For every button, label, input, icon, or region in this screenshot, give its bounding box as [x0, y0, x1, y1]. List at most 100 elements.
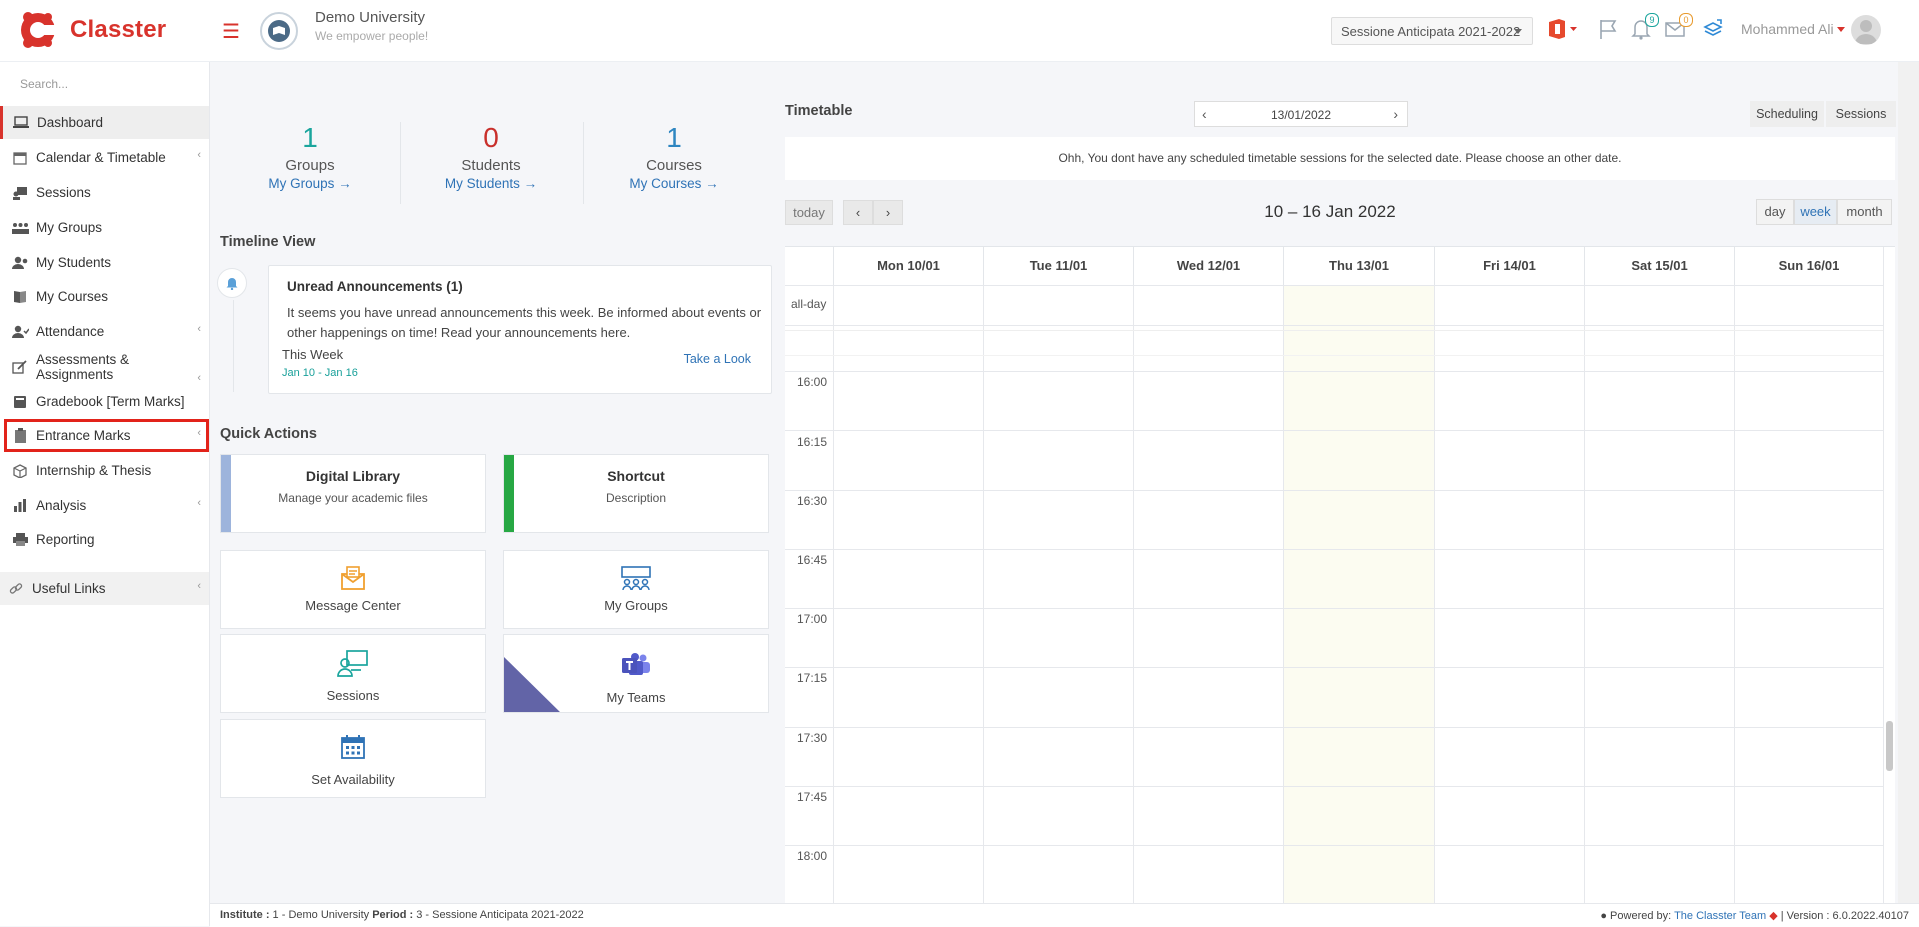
user-name[interactable]: Mohammed Ali: [1741, 21, 1834, 37]
shortcut-card[interactable]: Shortcut Description: [503, 454, 769, 533]
gradebook-icon: [11, 395, 29, 409]
grid-line: [785, 727, 1883, 728]
link-icon: [7, 582, 25, 596]
brand-name: Classter: [70, 16, 167, 43]
chevron-left-icon: ‹: [197, 497, 201, 509]
announcement-title: Unread Announcements (1): [287, 279, 463, 294]
sidebar-item-my-students[interactable]: My Students: [0, 246, 209, 279]
grid-line: [1734, 247, 1735, 904]
my-teams-card[interactable]: My Teams: [503, 634, 769, 713]
chevron-left-icon: ‹: [197, 580, 201, 592]
stat-value: 0: [483, 122, 499, 153]
messages-badge: 0: [1679, 13, 1693, 27]
grid-line: [785, 490, 1883, 491]
brand[interactable]: Classter: [18, 10, 166, 50]
chevron-left-icon[interactable]: ‹: [1202, 106, 1207, 122]
grid-line: [785, 330, 1883, 331]
card-stripe: [221, 455, 231, 532]
institute-label: Institute :: [220, 909, 270, 921]
day-header[interactable]: Thu 13/01: [1283, 247, 1434, 285]
day-header[interactable]: Fri 14/01: [1434, 247, 1584, 285]
envelope-icon[interactable]: 0: [1664, 13, 1693, 43]
message-envelope-icon: [221, 565, 485, 591]
grid-line: [1133, 247, 1134, 904]
prev-week-button[interactable]: ‹: [843, 200, 873, 225]
sidebar-item-assessments[interactable]: Assessments & Assignments ‹: [0, 350, 209, 384]
day-header[interactable]: Wed 12/01: [1133, 247, 1283, 285]
sidebar-item-my-courses[interactable]: My Courses: [0, 280, 209, 313]
sidebar-item-useful-links[interactable]: Useful Links ‹: [0, 572, 209, 605]
week-calendar: Mon 10/01 Tue 11/01 Wed 12/01 Thu 13/01 …: [785, 246, 1895, 904]
page-scrollbar[interactable]: [1898, 62, 1919, 926]
search-input[interactable]: [18, 76, 192, 92]
day-header[interactable]: Sat 15/01: [1584, 247, 1734, 285]
time-label: 17:15: [797, 671, 828, 685]
sidebar-item-attendance[interactable]: Attendance ‹: [0, 315, 209, 348]
time-label: 17:30: [797, 731, 828, 745]
view-month-button[interactable]: month: [1837, 199, 1892, 225]
sidebar-item-internship-thesis[interactable]: Internship & Thesis: [0, 454, 209, 487]
my-groups-card[interactable]: My Groups: [503, 550, 769, 629]
session-select-value: Sessione Anticipata 2021-2022: [1341, 24, 1521, 39]
my-courses-link[interactable]: My Courses →: [629, 176, 719, 191]
take-a-look-link[interactable]: Take a Look: [683, 352, 751, 366]
office-icon[interactable]: [1547, 18, 1579, 43]
sidebar-item-analysis[interactable]: Analysis ‹: [0, 489, 209, 522]
day-header[interactable]: Tue 11/01: [983, 247, 1133, 285]
grid-line: [785, 608, 1883, 609]
today-button[interactable]: today: [785, 200, 833, 225]
groups-icon: [504, 565, 768, 591]
digital-library-card[interactable]: Digital Library Manage your academic fil…: [220, 454, 486, 533]
sidebar-item-reporting[interactable]: Reporting: [0, 523, 209, 556]
message-center-card[interactable]: Message Center: [220, 550, 486, 629]
sidebar-item-label: Calendar & Timetable: [36, 150, 166, 165]
sidebar-item-dashboard[interactable]: Dashboard: [0, 106, 209, 139]
printer-icon: [11, 533, 29, 547]
menu-toggle-icon[interactable]: ☰: [222, 21, 240, 43]
session-select[interactable]: Sessione Anticipata 2021-2022: [1331, 17, 1533, 45]
chevron-down-icon[interactable]: [1837, 27, 1845, 32]
stat-label: Courses: [646, 157, 702, 174]
day-header[interactable]: Mon 10/01: [833, 247, 983, 285]
scheduling-button[interactable]: Scheduling: [1750, 101, 1824, 127]
time-label: 17:00: [797, 612, 828, 626]
sessions-card[interactable]: Sessions: [220, 634, 486, 713]
sessions-button[interactable]: Sessions: [1826, 101, 1896, 127]
classter-logo-icon: [21, 12, 58, 48]
classter-small-logo-icon: ◆: [1769, 910, 1778, 922]
view-day-button[interactable]: day: [1756, 199, 1794, 225]
timetable-title: Timetable: [785, 103, 853, 119]
sidebar-item-label: My Groups: [36, 220, 103, 235]
calendar-scrollbar[interactable]: [1886, 721, 1893, 771]
grid-line: [785, 549, 1883, 550]
sidebar-item-gradebook[interactable]: Gradebook [Term Marks]: [0, 385, 209, 418]
stat-value: 1: [666, 122, 682, 153]
layers-icon[interactable]: [1702, 18, 1724, 43]
my-groups-link[interactable]: My Groups →: [268, 176, 352, 191]
card-stripe: [504, 455, 514, 532]
students-icon: [11, 256, 29, 270]
card-label: My Groups: [604, 598, 668, 613]
stat-label: Groups: [285, 157, 335, 174]
sidebar-item-sessions[interactable]: Sessions: [0, 176, 209, 209]
bell-icon[interactable]: 9: [1630, 13, 1659, 43]
my-students-link[interactable]: My Students →: [444, 176, 538, 191]
sidebar-item-label: Internship & Thesis: [36, 463, 152, 478]
chevron-right-icon[interactable]: ›: [1393, 106, 1398, 122]
grid-line: [1584, 247, 1585, 904]
next-week-button[interactable]: ›: [873, 200, 903, 225]
clipboard-icon: [11, 428, 29, 443]
timetable-date[interactable]: 13/01/2022: [1270, 108, 1332, 122]
classter-team-link[interactable]: The Classter Team: [1674, 910, 1767, 922]
chevron-right-icon: ›: [885, 205, 891, 220]
view-week-button[interactable]: week: [1794, 199, 1837, 225]
grid-line: [983, 247, 984, 904]
grid-line: [785, 667, 1883, 668]
avatar[interactable]: [1851, 15, 1881, 45]
sidebar-item-entrance-marks[interactable]: Entrance Marks ‹: [4, 419, 209, 452]
day-header[interactable]: Sun 16/01: [1734, 247, 1883, 285]
set-availability-card[interactable]: Set Availability: [220, 719, 486, 798]
sidebar-item-my-groups[interactable]: My Groups: [0, 211, 209, 244]
flag-icon[interactable]: [1597, 18, 1619, 43]
sidebar-item-calendar-timetable[interactable]: Calendar & Timetable ‹: [0, 141, 209, 174]
